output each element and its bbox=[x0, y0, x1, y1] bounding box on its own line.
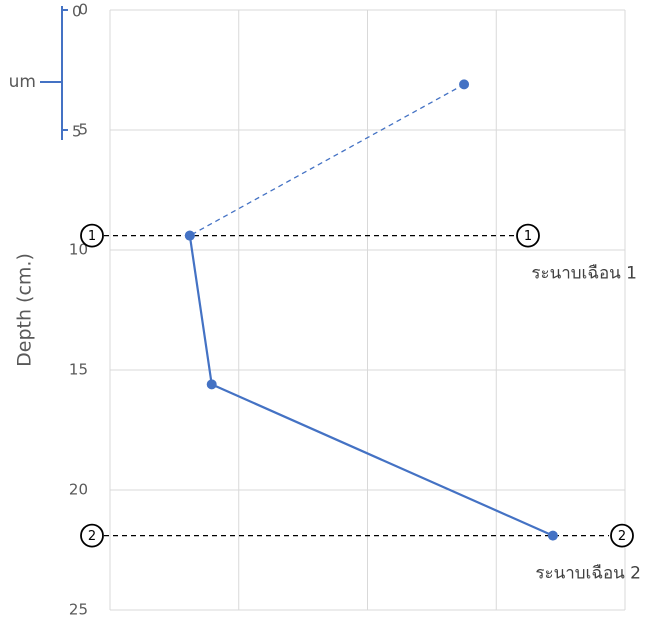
reference-marker-label: 2 bbox=[88, 529, 96, 544]
series-line bbox=[190, 84, 464, 235]
inset-tick-label: 5 bbox=[72, 123, 82, 141]
inset-label: um bbox=[9, 72, 36, 92]
data-point bbox=[185, 231, 195, 241]
reference-marker-label: 1 bbox=[524, 229, 532, 244]
data-point bbox=[207, 379, 217, 389]
series-line bbox=[190, 236, 553, 536]
y-axis-title: Depth (cm.) bbox=[14, 253, 36, 367]
reference-label: ระนาบเฉือน 1 bbox=[531, 264, 637, 284]
reference-label: ระนาบเฉือน 2 bbox=[535, 564, 641, 584]
chart: Depth (cm.) 051015202505um11ระนาบเฉือน 1… bbox=[0, 0, 653, 630]
inset-tick-label: 0 bbox=[72, 3, 82, 21]
reference-marker-label: 2 bbox=[618, 529, 626, 544]
data-point bbox=[459, 79, 469, 89]
data-point bbox=[548, 531, 558, 541]
reference-marker-label: 1 bbox=[88, 229, 96, 244]
y-tick-label: 20 bbox=[69, 481, 88, 499]
y-tick-label: 25 bbox=[69, 601, 88, 619]
y-tick-label: 15 bbox=[69, 361, 88, 379]
page: Depth (cm.) 051015202505um11ระนาบเฉือน 1… bbox=[0, 0, 653, 630]
